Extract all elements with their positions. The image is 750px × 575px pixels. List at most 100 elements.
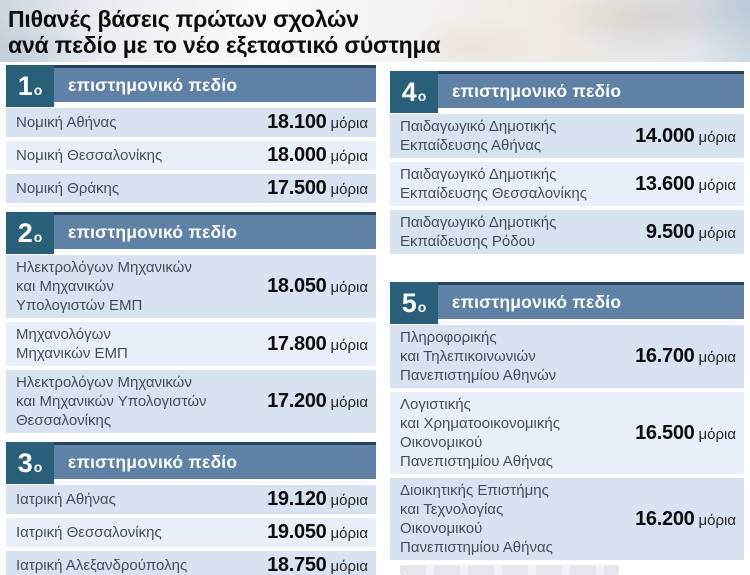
table-row: Παιδαγωγικό Δημοτικής Εκπαίδευσης Θεσσαλ…: [390, 162, 744, 206]
section-header-bar: [6, 65, 376, 102]
table-row: Ιατρική Θεσσαλονίκης 19.050 μόρια: [6, 518, 376, 547]
school-name: Νομική Θράκης: [16, 180, 120, 197]
score-unit: μόρια: [698, 425, 736, 443]
score-value: 9.500 μόρια: [638, 221, 736, 244]
table-row: Ιατρική Αλεξανδρούπολης 18.750 μόρια: [6, 551, 376, 575]
score-number: 16.500: [635, 421, 695, 444]
score-number: 19.120: [267, 488, 327, 510]
section-header-bar: [390, 71, 744, 108]
score-unit: μόρια: [330, 148, 368, 165]
cutoff-faded-row: [400, 565, 620, 575]
page-title: Πιθανές βάσεις πρώτων σχολών ανά πεδίο μ…: [8, 6, 750, 58]
ordinal-number: 3: [17, 447, 33, 478]
ordinal-suffix: ο: [33, 229, 43, 245]
school-name: Ιατρική Αθήνας: [16, 491, 116, 508]
school-name: Ιατρική Αλεξανδρούπολης: [16, 557, 188, 574]
score-number: 17.200: [267, 390, 327, 412]
school-name: Λογιστικής και Χρηματοοικονομικής Οικονο…: [400, 396, 560, 470]
score-unit: μόρια: [330, 115, 368, 132]
score-number: 16.700: [635, 345, 695, 367]
score-value: 16.700 μόρια: [627, 345, 736, 368]
score-value: 13.600 μόρια: [627, 173, 736, 196]
table-row: Λογιστικής και Χρηματοοικονομικής Οικονο…: [390, 392, 744, 474]
score-unit: μόρια: [330, 525, 368, 542]
score-value: 18.050 μόρια: [259, 275, 368, 298]
score-number: 9.500: [645, 220, 695, 243]
section-rows: Νομική Αθήνας 18.100 μόρια Νομική Θεσσαλο…: [6, 108, 376, 203]
school-name: Μηχανολόγων Μηχανικών ΕΜΠ: [16, 326, 128, 362]
ordinal-suffix: ο: [33, 459, 43, 475]
school-name: Νομική Θεσσαλονίκης: [16, 147, 163, 164]
ordinal-number: 5: [401, 287, 417, 318]
school-name: Ηλεκτρολόγων Μηχανικών και Μηχανικών Υπο…: [16, 374, 207, 429]
score-value: 18.100 μόρια: [259, 111, 368, 134]
ordinal-number: 4: [401, 76, 417, 107]
school-name: Διοικητικής Επιστήμης και Τεχνολογίας Οι…: [400, 482, 553, 556]
table-row: Παιδαγωγικό Δημοτικής Εκπαίδευσης Ρόδου …: [390, 210, 744, 254]
ordinal-suffix: ο: [417, 299, 427, 315]
section-header-label: επιστημονικό πεδίο: [68, 221, 238, 242]
score-value: 18.000 μόρια: [259, 144, 368, 167]
score-number: 19.050: [267, 521, 327, 543]
school-name: Παιδαγωγικό Δημοτικής Εκπαίδευσης Θεσσαλ…: [400, 166, 587, 202]
table-row: Παιδαγωγικό Δημοτικής Εκπαίδευσης Αθήνας…: [390, 114, 744, 158]
score-number: 18.100: [267, 111, 327, 133]
score-unit: μόρια: [330, 279, 368, 296]
score-number: 13.600: [635, 172, 695, 195]
table-row: Ηλεκτρολόγων Μηχανικών και Μηχανικών Υπο…: [6, 255, 376, 318]
score-value: 17.500 μόρια: [259, 177, 368, 200]
section-header-label: επιστημονικό πεδίο: [452, 291, 622, 312]
section-header-label: επιστημονικό πεδίο: [452, 80, 622, 101]
ordinal-number: 1: [17, 70, 33, 101]
score-value: 17.800 μόρια: [259, 333, 368, 356]
table-row: Ιατρική Αθήνας 19.120 μόρια: [6, 485, 376, 514]
ordinal-number: 2: [17, 217, 33, 248]
table-row: Νομική Θεσσαλονίκης 18.000 μόρια: [6, 141, 376, 170]
score-unit: μόρια: [698, 176, 736, 194]
ordinal-suffix: ο: [417, 88, 427, 104]
score-unit: μόρια: [698, 511, 736, 529]
school-name: Ηλεκτρολόγων Μηχανικών και Μηχανικών Υπο…: [16, 259, 192, 314]
section-rows: Ηλεκτρολόγων Μηχανικών και Μηχανικών Υπο…: [6, 255, 376, 433]
section-header-label: επιστημονικό πεδίο: [68, 451, 238, 472]
table-row: Ηλεκτρολόγων Μηχανικών και Μηχανικών Υπο…: [6, 370, 376, 433]
score-unit: μόρια: [698, 128, 736, 146]
score-number: 18.000: [267, 144, 327, 166]
ordinal-suffix: ο: [33, 82, 43, 98]
score-unit: μόρια: [698, 224, 736, 242]
score-unit: μόρια: [698, 349, 736, 366]
score-number: 18.050: [267, 275, 327, 297]
section-header-label: επιστημονικό πεδίο: [68, 74, 238, 95]
section-header-bar: [6, 212, 376, 249]
section-rows: Ιατρική Αθήνας 19.120 μόρια Ιατρική Θεσσα…: [6, 485, 376, 575]
score-value: 19.120 μόρια: [259, 488, 368, 511]
section-rows: Παιδαγωγικό Δημοτικής Εκπαίδευσης Αθήνας…: [390, 114, 744, 254]
score-unit: μόρια: [330, 336, 368, 354]
table-row: Διοικητικής Επιστήμης και Τεχνολογίας Οι…: [390, 478, 744, 560]
score-value: 17.200 μόρια: [259, 390, 368, 413]
school-name: Παιδαγωγικό Δημοτικής Εκπαίδευσης Αθήνας: [400, 118, 557, 154]
score-value: 14.000 μόρια: [627, 125, 736, 148]
score-number: 14.000: [635, 124, 695, 147]
section-header-bar: [390, 282, 744, 319]
score-unit: μόρια: [330, 492, 368, 509]
score-unit: μόρια: [330, 181, 368, 198]
score-number: 17.500: [267, 177, 327, 199]
score-value: 16.500 μόρια: [627, 422, 736, 445]
score-value: 18.750 μόρια: [259, 554, 368, 575]
school-name: Ιατρική Θεσσαλονίκης: [16, 524, 162, 541]
school-name: Πληροφορικής και Τηλεπικοινωνιών Πανεπισ…: [400, 329, 557, 384]
score-value: 19.050 μόρια: [259, 521, 368, 544]
